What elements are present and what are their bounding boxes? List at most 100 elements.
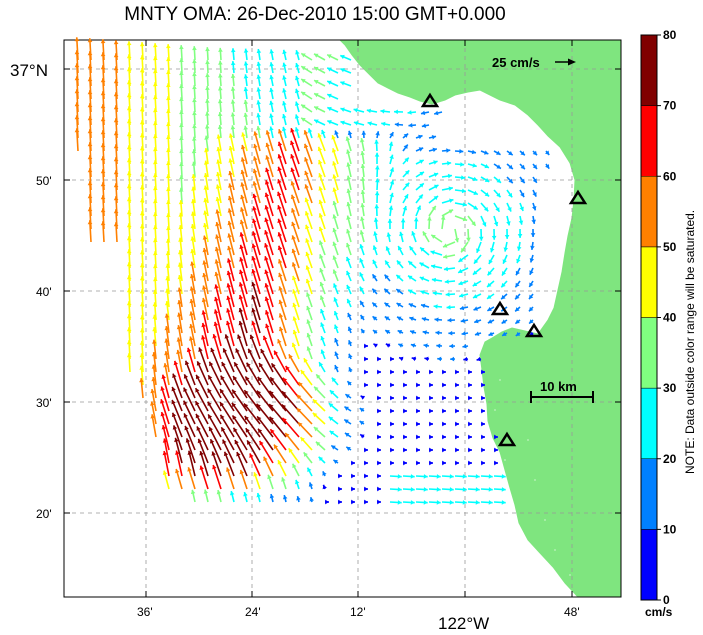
vector-head	[195, 401, 200, 406]
vector-head	[126, 236, 132, 241]
vector-head	[508, 178, 513, 184]
vector-head	[282, 62, 287, 67]
vector-head	[152, 251, 158, 256]
current-vector	[236, 451, 248, 477]
vector-head	[226, 270, 232, 276]
vector-head	[187, 450, 193, 456]
vector-head	[87, 103, 93, 108]
vector-head	[338, 473, 342, 479]
vector-head	[501, 487, 506, 492]
vector-head	[179, 149, 184, 154]
vector-head	[269, 49, 274, 54]
current-vector	[251, 243, 261, 269]
current-vector	[211, 451, 222, 477]
vector-head	[442, 447, 446, 453]
vector-head	[166, 213, 171, 218]
vector-head	[436, 487, 441, 492]
vector-head	[422, 231, 427, 236]
vector-head	[496, 164, 501, 169]
vector-head	[165, 238, 171, 243]
vector-head	[408, 261, 413, 266]
vector-head	[345, 242, 351, 248]
vector-head	[434, 110, 439, 116]
current-vector	[239, 269, 248, 295]
current-vector	[277, 232, 287, 256]
vector-head	[418, 194, 423, 199]
vector-head	[126, 197, 132, 202]
vector-head	[517, 234, 523, 238]
current-vector	[264, 242, 274, 269]
vector-head	[459, 293, 464, 298]
vector-head	[529, 294, 534, 300]
vector-head	[416, 395, 420, 401]
vector-head	[327, 93, 332, 98]
current-vector	[247, 348, 261, 373]
vector-head	[260, 349, 265, 354]
vector-head	[192, 46, 197, 51]
current-vector	[207, 374, 222, 399]
colorbar-tick-label: 50	[663, 240, 677, 254]
vector-head	[270, 377, 275, 382]
vector-head	[482, 222, 487, 227]
vector-head	[173, 360, 179, 366]
vector-head	[403, 133, 409, 138]
vector-head	[233, 427, 238, 433]
vector-head	[288, 448, 293, 453]
vector-head	[407, 110, 412, 115]
vector-head	[251, 282, 256, 287]
current-vector	[281, 390, 300, 412]
vector-head	[373, 231, 378, 236]
vector-head	[203, 185, 209, 190]
vector-head	[532, 164, 537, 170]
vector-head	[126, 119, 132, 124]
vector-head	[277, 141, 283, 147]
vector-head	[290, 181, 296, 186]
vector-head	[518, 220, 524, 225]
vector-head	[126, 67, 132, 72]
vector-head	[397, 330, 403, 335]
vector-head	[301, 66, 306, 71]
vector-head	[217, 99, 223, 104]
vector-head	[126, 353, 132, 358]
vector-head	[152, 339, 157, 344]
vector-head	[429, 408, 433, 414]
vector-head	[433, 160, 438, 165]
vector-head	[139, 81, 145, 86]
vector-head	[290, 154, 295, 159]
vector-head	[314, 80, 319, 85]
vector-head	[177, 262, 183, 267]
vector-head	[360, 434, 365, 439]
vector-head	[448, 209, 454, 214]
vector-head	[390, 447, 394, 453]
vector-head	[251, 256, 256, 261]
current-vector	[262, 335, 274, 360]
vector-head	[162, 438, 168, 443]
vector-head	[87, 194, 93, 199]
vector-head	[191, 136, 197, 141]
vector-head	[545, 150, 550, 155]
vector-head	[403, 434, 407, 440]
vector-head	[179, 110, 184, 115]
vector-head	[449, 198, 454, 203]
current-vector	[234, 439, 248, 464]
current-vector	[258, 440, 274, 464]
vector-head	[298, 422, 303, 427]
vector-head	[196, 426, 201, 431]
vector-head	[462, 216, 468, 222]
vector-head	[285, 365, 290, 371]
vector-head	[238, 295, 244, 300]
vector-head	[447, 317, 452, 323]
vector-head	[264, 192, 270, 198]
vector-head	[225, 467, 231, 472]
vector-head	[429, 460, 433, 466]
vector-head	[466, 237, 471, 242]
current-vector	[239, 244, 248, 269]
vector-head	[252, 218, 257, 224]
current-vector	[195, 374, 209, 399]
vector-head	[215, 209, 220, 214]
current-vector	[251, 256, 261, 282]
vector-head	[329, 390, 335, 395]
vector-head	[126, 275, 132, 280]
current-vector	[214, 284, 222, 308]
vector-head	[455, 460, 459, 466]
